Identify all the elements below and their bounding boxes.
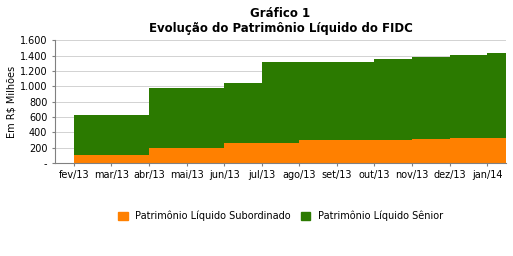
Title: Gráfico 1
Evolução do Patrimônio Líquido do FIDC: Gráfico 1 Evolução do Patrimônio Líquido… [149, 7, 412, 35]
Legend: Patrimônio Líquido Subordinado, Patrimônio Líquido Sênior: Patrimônio Líquido Subordinado, Patrimôn… [114, 207, 447, 225]
Y-axis label: Em R$ Milhões: Em R$ Milhões [7, 66, 17, 138]
